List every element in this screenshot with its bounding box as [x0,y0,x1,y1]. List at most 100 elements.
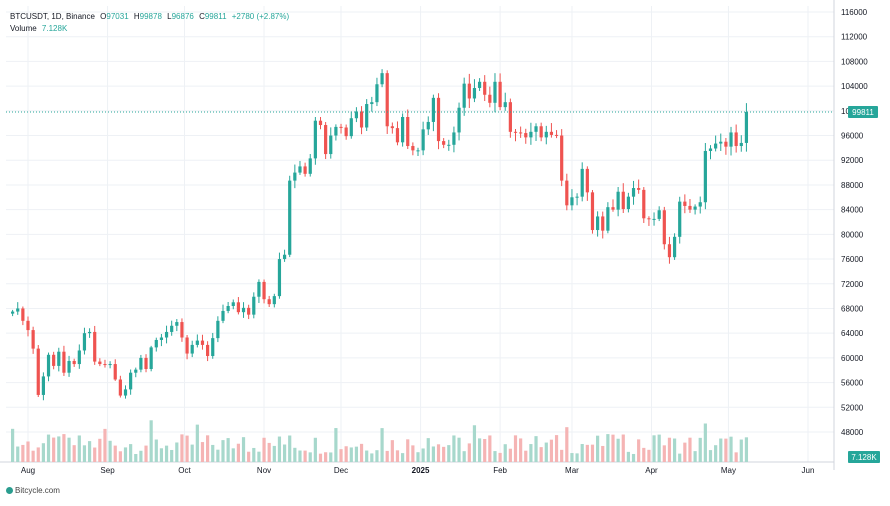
volume-bar [385,450,389,462]
volume-tag-bg [848,451,880,463]
volume-bar [185,435,189,462]
candle-body [200,340,205,345]
candle-body [401,117,405,143]
volume-bar [216,449,220,462]
candle-body [503,102,507,108]
candle-body [683,201,687,206]
time-tick-label: Sep [100,466,115,475]
volume-bar [324,452,328,462]
bitcycle-logo-icon [6,487,13,494]
candle-body [308,158,312,174]
volume-bar [113,445,117,462]
candle-body [313,120,317,159]
candle-body [642,189,646,219]
candle-body [544,131,548,138]
price-tick-label: 88000 [841,181,864,190]
price-tag-label: 99811 [852,108,874,117]
candle-body [560,135,564,181]
change-value: +2780 (+2.87%) [231,12,290,21]
volume-bar [657,434,661,462]
candle-body [247,307,251,315]
volume-bar [123,447,128,462]
candle-body [652,218,656,220]
candle-body [324,125,328,155]
volume-bar [621,434,625,462]
volume-bar [93,447,97,462]
volume-bar [211,444,215,462]
volume-bar [62,434,66,462]
volume-bar [421,448,425,462]
candle-body [82,333,87,351]
time-tick-label: Oct [178,466,191,475]
price-tick-label: 48000 [841,428,864,437]
volume-bar [57,436,61,462]
volume-bar [508,448,512,462]
candle-body [483,81,487,95]
volume-bar [67,437,71,462]
candle-body [93,331,97,362]
candle-body [211,338,215,357]
volume-bar [447,445,451,462]
price-tick-label: 76000 [841,255,864,264]
candle-body [41,376,45,395]
volume-bar [277,436,282,462]
candle-body [693,206,697,210]
volume-bar [652,435,656,462]
candle-body [303,166,307,174]
volume-bar [170,449,174,462]
price-tag-bg [848,105,878,118]
candle-body [616,191,620,210]
candle-body [585,168,589,193]
volume-bar [334,428,338,462]
volume-bar [616,438,620,462]
volume-bar [267,442,271,462]
volume-bar [293,447,297,462]
volume-bar [247,451,251,462]
time-tick-label: Mar [565,466,579,475]
volume-bar [52,437,56,462]
volume-bar [262,437,266,462]
price-tick-label: 72000 [841,280,864,289]
candle-body [129,372,133,390]
candle-body [72,360,76,365]
candle-body [513,131,518,133]
candle-body [601,216,605,231]
volume-bar [570,453,574,462]
candle-body [21,308,25,321]
candle-body [457,107,461,133]
candle-body [57,351,61,366]
volume-bar [282,444,287,462]
time-tick-label: May [721,466,736,475]
volume-bar [144,445,148,462]
volume-bar [82,445,87,462]
volume-bar [159,448,164,462]
volume-bar [195,424,199,462]
volume-bar [354,446,359,462]
volume-bar [359,443,364,462]
candle-body [257,281,261,297]
volume-bar [318,453,323,462]
volume-bar [416,452,420,462]
volume-bar [642,447,646,462]
volume-bar [272,445,276,462]
candle-body [98,361,102,365]
ohlc-row: BTCUSDT, 1D, Binance O97031 H99878 L9687… [10,11,289,23]
volume-bar [724,438,728,462]
candle-body [103,364,107,366]
candle-body [318,120,323,126]
candle-body [395,128,400,143]
candle-body [149,347,153,369]
candle-body [631,188,636,197]
volume-bar [565,427,569,462]
candle-body [62,351,66,373]
volume-bar [611,434,615,462]
candle-body [529,131,533,138]
candle-body [493,81,497,103]
volume-bar [519,438,523,462]
candle-body [334,126,338,136]
candle-body [431,97,435,122]
volume-bar [349,447,353,462]
volume-bar [41,443,45,462]
candle-body [719,141,723,144]
volume-bar [118,451,122,462]
